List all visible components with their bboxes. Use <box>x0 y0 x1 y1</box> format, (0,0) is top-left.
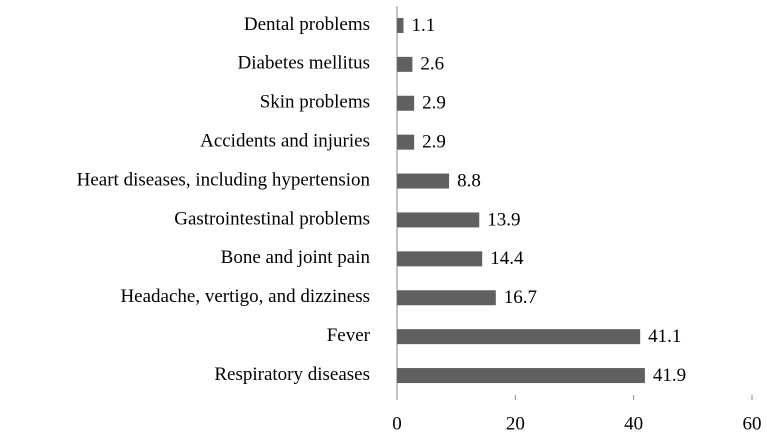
y-tick-label: Accidents and injuries <box>200 131 370 152</box>
y-tick-label: Gastrointestinal problems <box>174 208 370 229</box>
y-tick-label: Bone and joint pain <box>221 247 371 268</box>
bar <box>397 329 641 345</box>
bar <box>397 95 415 111</box>
x-tick-label: 60 <box>743 413 762 434</box>
y-tick-label: Diabetes mellitus <box>238 53 370 74</box>
data-label: 16.7 <box>504 287 537 308</box>
y-tick-label: Headache, vertigo, and dizziness <box>120 286 370 307</box>
data-label: 1.1 <box>412 15 436 36</box>
bar <box>397 368 645 384</box>
data-label: 13.9 <box>487 209 520 230</box>
data-label: 2.6 <box>420 54 444 75</box>
y-tick-label: Dental problems <box>244 14 370 35</box>
data-label: 2.9 <box>422 93 446 114</box>
data-label: 41.9 <box>653 365 686 386</box>
bar <box>397 212 480 228</box>
data-label: 41.1 <box>648 326 681 347</box>
x-tick-label: 20 <box>506 413 525 434</box>
bar <box>397 251 483 267</box>
bar <box>397 290 496 306</box>
x-tick-label: 0 <box>392 413 402 434</box>
x-tick-label: 40 <box>624 413 643 434</box>
bar <box>397 56 413 72</box>
bar <box>397 17 404 33</box>
y-tick-label: Fever <box>327 325 371 346</box>
y-tick-label: Respiratory diseases <box>214 364 370 385</box>
y-tick-label: Skin problems <box>260 92 370 113</box>
y-tick-label: Heart diseases, including hypertension <box>77 169 371 190</box>
data-label: 2.9 <box>422 132 446 153</box>
data-label: 8.8 <box>457 170 481 191</box>
bar <box>397 134 415 150</box>
data-label: 14.4 <box>490 248 524 269</box>
bar <box>397 173 450 189</box>
